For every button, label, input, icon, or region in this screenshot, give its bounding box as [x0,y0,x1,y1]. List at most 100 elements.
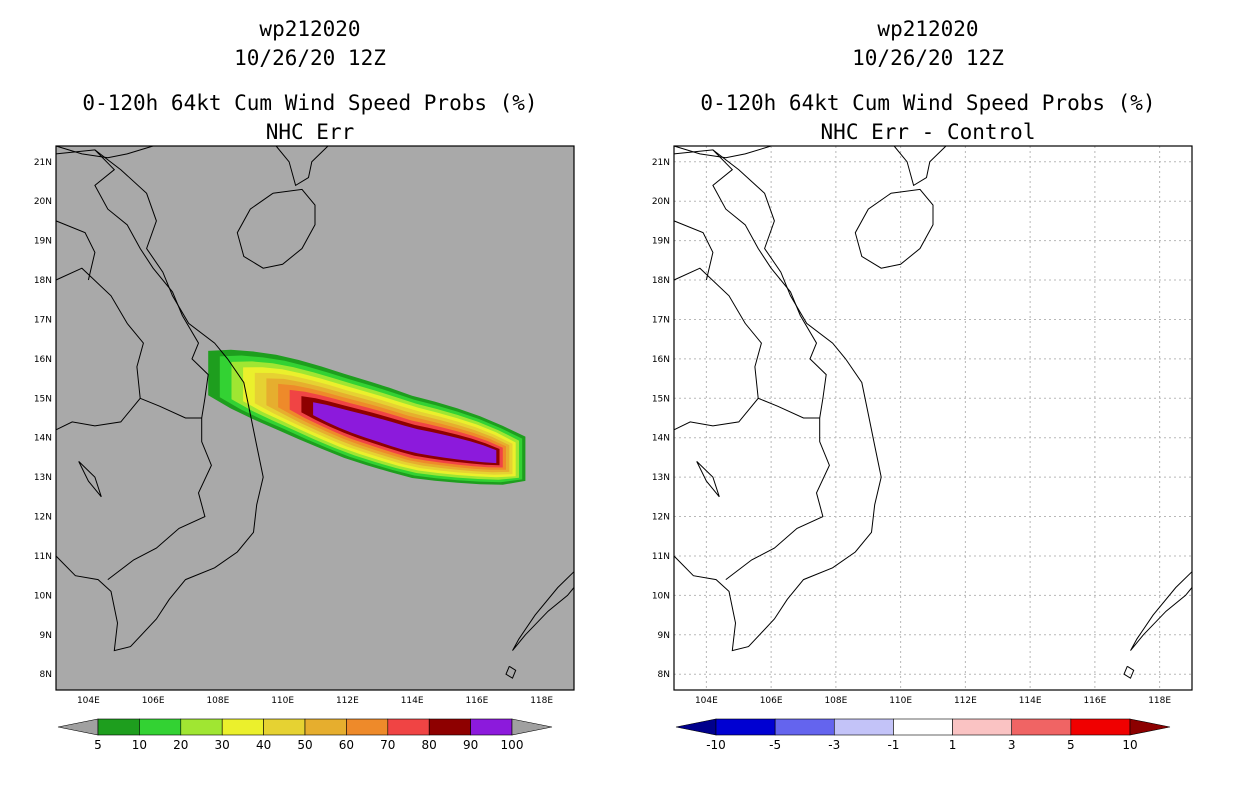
coastline [696,461,720,498]
y-tick-label: 16N [34,355,52,365]
colorbar-level-label: 3 [1008,738,1016,752]
y-tick-label: 13N [34,473,52,483]
colorbar-level-label: 10 [132,738,147,752]
x-tick-label: 110E [271,696,294,706]
x-tick-label: 110E [889,696,912,706]
colorbar-swatch [952,718,1013,736]
y-tick-label: 11N [34,552,52,562]
left-chart-title: 0-120h 64kt Cum Wind Speed Probs (%) [82,91,538,115]
y-tick-label: 15N [652,394,670,404]
country-border [55,220,96,281]
colorbar: -10 -5 -3 -1 1 3 5 10 [675,718,1171,752]
colorbar-below-arrow [57,718,99,736]
y-tick-label: 8N [40,670,52,680]
coastline [1123,665,1135,679]
colorbar-level-label: -10 [706,738,726,752]
y-tick-label: 9N [658,631,670,641]
country-border [140,397,202,419]
right-chart-title: 0-120h 64kt Cum Wind Speed Probs (%) [700,91,1156,115]
country-border [673,267,762,431]
y-tick-label: 14N [652,434,670,444]
x-tick-label: 114E [1019,696,1042,706]
x-tick-label: 114E [401,696,424,706]
x-tick-label: 106E [760,696,783,706]
y-tick-label: 20N [652,197,670,207]
colorbar: 5 10 20 30 40 50 60 70 80 90 100 [57,718,553,752]
coastline [893,145,947,187]
right-chart-subtitle: NHC Err - Control [820,120,1036,144]
colorbar-below-arrow [675,718,717,736]
x-tick-label: 118E [1148,696,1171,706]
right-date: 10/26/20 12Z [852,46,1004,70]
colorbar-level-label: 30 [215,738,230,752]
country-border [673,220,714,281]
y-tick-label: 21N [34,158,52,168]
colorbar-level-label: 50 [297,738,312,752]
colorbar-swatch [428,718,471,736]
coastline [236,188,316,269]
colorbar-swatch [304,718,347,736]
y-tick-label: 15N [34,394,52,404]
map-panel-2: 104E 106E 108E 110E 112E 114E 116E 118E 8N 9N 10N 1… [652,145,1193,752]
left-title-block: wp212020 10/26/20 12Z 0-120h 64kt Cum Wi… [50,15,570,147]
colorbar-level-label: -3 [828,738,840,752]
colorbar-swatch [1070,718,1131,736]
x-tick-label: 118E [530,696,553,706]
colorbar-level-label: 80 [422,738,437,752]
coastline [854,188,934,269]
colorbar-level-label: 100 [501,738,524,752]
colorbar-swatch [833,718,894,736]
colorbar-level-label: 40 [256,738,271,752]
y-tick-label: 20N [34,197,52,207]
colorbar-level-label: 70 [380,738,395,752]
country-border [94,149,212,580]
colorbar-swatch [221,718,264,736]
colorbar-level-label: 60 [339,738,354,752]
y-tick-label: 17N [652,315,670,325]
y-tick-label: 9N [40,631,52,641]
right-title-block: wp212020 10/26/20 12Z 0-120h 64kt Cum Wi… [668,15,1188,147]
y-tick-label: 10N [34,591,52,601]
y-tick-label: 21N [652,158,670,168]
y-tick-label: 17N [34,315,52,325]
left-storm-id: wp212020 [259,17,361,41]
coastline [275,145,329,187]
left-chart-subtitle: NHC Err [265,120,355,144]
colorbar-swatch [346,718,389,736]
colorbar-swatch [263,718,306,736]
country-border [712,149,830,580]
colorbar-swatch [97,718,140,736]
colorbar-swatch [470,718,513,736]
colorbar-swatch [774,718,835,736]
coastline [512,571,575,651]
coastline [55,149,264,652]
y-tick-label: 19N [652,237,670,247]
y-tick-label: 19N [34,237,52,247]
x-tick-label: 112E [336,696,359,706]
colorbar-level-label: -5 [769,738,781,752]
colorbar-level-label: -1 [887,738,899,752]
x-tick-label: 106E [142,696,165,706]
y-tick-label: 18N [34,276,52,286]
colorbar-swatch [1011,718,1072,736]
y-tick-label: 13N [652,473,670,483]
colorbar-swatch [893,718,953,736]
colorbar-swatch [139,718,182,736]
x-tick-label: 108E [206,696,229,706]
y-tick-label: 11N [652,552,670,562]
x-tick-label: 116E [1083,696,1106,706]
colorbar-level-label: 5 [1067,738,1075,752]
country-border [758,397,820,419]
left-date: 10/26/20 12Z [234,46,386,70]
right-storm-id: wp212020 [877,17,979,41]
y-tick-label: 14N [34,434,52,444]
coastline [673,149,882,652]
y-tick-label: 12N [34,513,52,523]
map-frame [673,145,1193,691]
colorbar-swatch [715,718,776,736]
colorbar-level-label: 5 [94,738,102,752]
coastline [1130,571,1193,651]
coastline [78,461,102,498]
y-tick-label: 8N [658,670,670,680]
